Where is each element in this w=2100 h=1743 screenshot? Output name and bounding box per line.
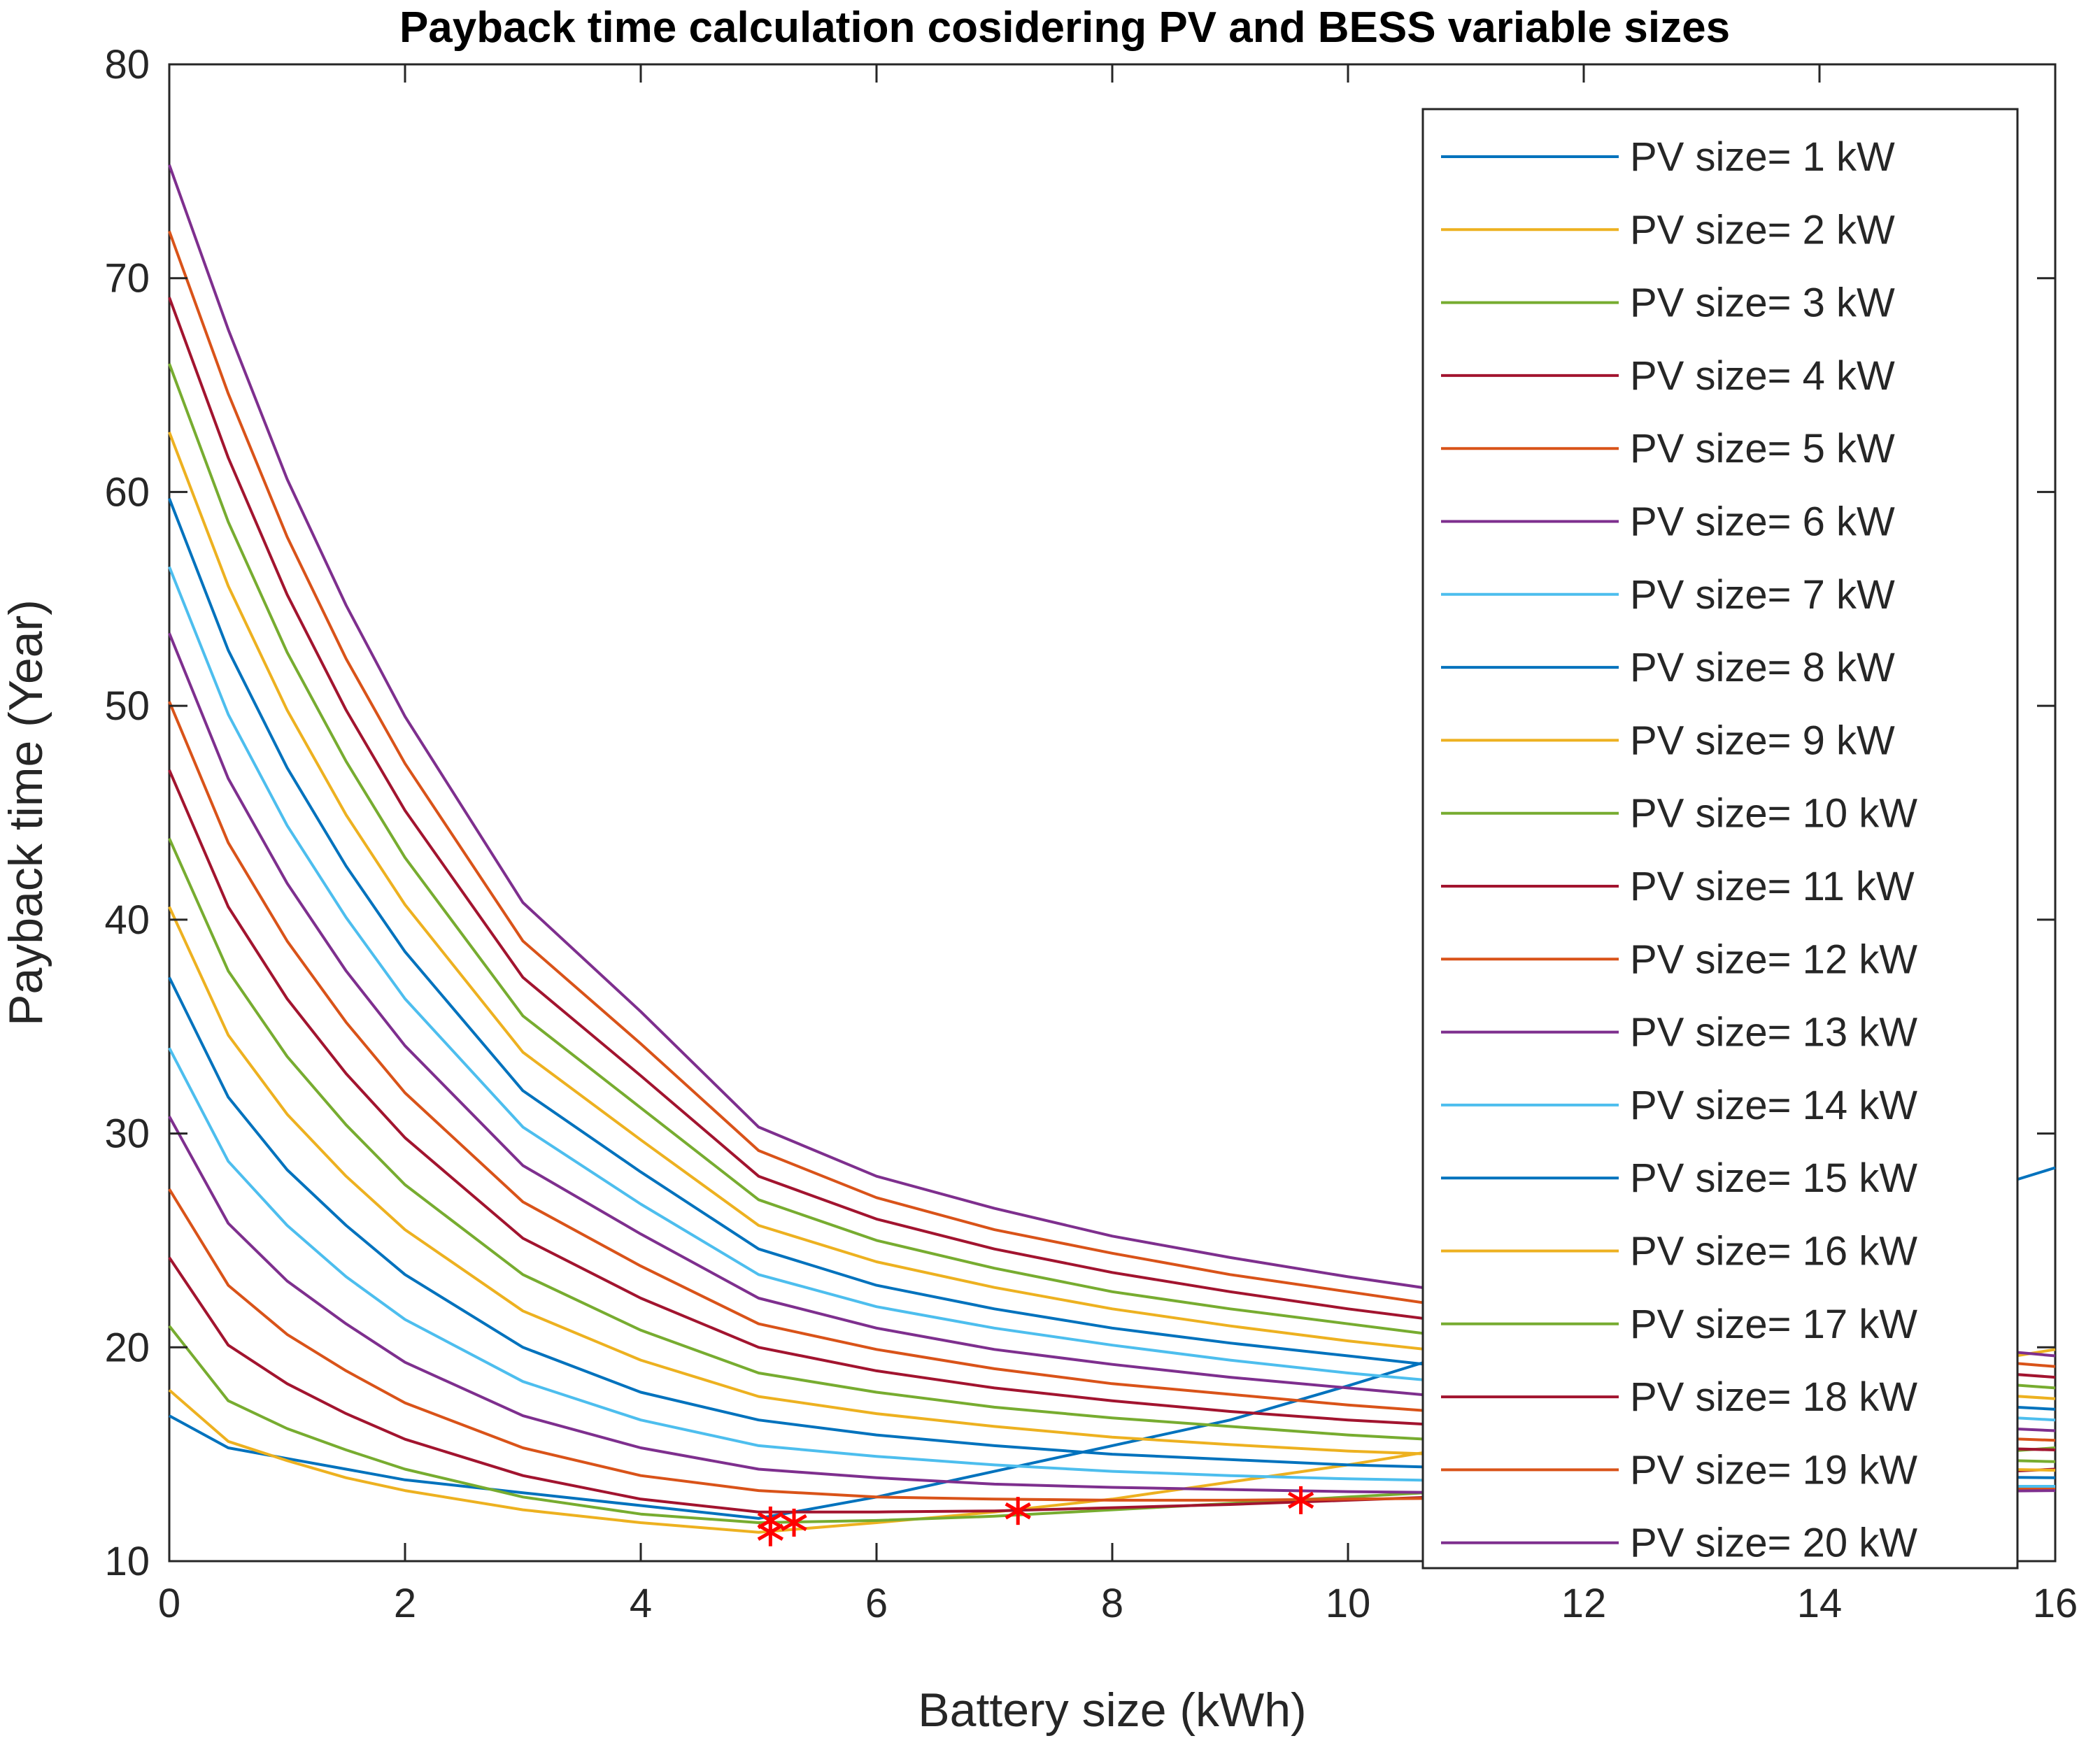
legend-label-8: PV size= 8 kW	[1630, 645, 1895, 690]
legend-label-7: PV size= 7 kW	[1630, 572, 1895, 618]
y-axis-label: Payback time (Year)	[0, 599, 52, 1026]
optimum-marker-5	[1287, 1486, 1314, 1514]
legend-label-16: PV size= 16 kW	[1630, 1229, 1917, 1274]
legend-box	[1421, 108, 2019, 1570]
legend-label-20: PV size= 20 kW	[1630, 1521, 1917, 1566]
x-tick-label: 0	[158, 1581, 180, 1626]
x-tick-label: 16	[2033, 1581, 2078, 1626]
chart-title: Payback time calculation cosidering PV a…	[399, 3, 1730, 52]
y-tick-label: 20	[104, 1325, 150, 1370]
optimum-marker-2	[757, 1506, 783, 1535]
legend-label-10: PV size= 10 kW	[1630, 791, 1917, 837]
legend-label-15: PV size= 15 kW	[1630, 1155, 1917, 1201]
axes: 0 2 4 6 8 10 12 14 16 10 20 30 40 50 60 70 80	[104, 42, 2078, 1626]
y-tick-label: 30	[104, 1111, 150, 1157]
legend-label-2: PV size= 2 kW	[1630, 207, 1895, 252]
legend-label-12: PV size= 12 kW	[1630, 937, 1917, 982]
x-tick-label: 14	[1797, 1581, 1843, 1626]
legend-label-17: PV size= 17 kW	[1630, 1302, 1917, 1347]
x-tick-label: 4	[630, 1581, 652, 1626]
legend-label-6: PV size= 6 kW	[1630, 499, 1895, 545]
legend-label-18: PV size= 18 kW	[1630, 1374, 1917, 1420]
y-tick-label: 10	[104, 1539, 150, 1584]
x-tick-label: 12	[1561, 1581, 1607, 1626]
x-axis-label: Battery size (kWh)	[918, 1684, 1306, 1737]
y-tick-label: 80	[104, 42, 150, 87]
x-tick-label: 10	[1326, 1581, 1371, 1626]
legend-label-1: PV size= 1 kW	[1630, 134, 1895, 180]
legend-label-19: PV size= 19 kW	[1630, 1447, 1917, 1493]
legend-label-3: PV size= 3 kW	[1630, 280, 1895, 326]
optimum-markers	[757, 1486, 1314, 1546]
x-tick-label: 6	[865, 1581, 888, 1626]
legend-label-11: PV size= 11 kW	[1630, 864, 1915, 909]
legend-label-14: PV size= 14 kW	[1630, 1083, 1917, 1128]
optimum-marker-3	[781, 1508, 807, 1537]
y-tick-label: 60	[104, 469, 150, 515]
y-tick-label: 50	[104, 683, 150, 729]
legend: PV size= 1 kW PV size= 2 kW PV size= 3 kW P…	[1421, 108, 2019, 1570]
y-tick-label: 40	[104, 897, 150, 943]
legend-label-9: PV size= 9 kW	[1630, 718, 1895, 763]
x-tick-label: 8	[1101, 1581, 1123, 1626]
legend-label-4: PV size= 4 kW	[1630, 353, 1895, 399]
legend-label-13: PV size= 13 kW	[1630, 1010, 1917, 1055]
x-tick-label: 2	[394, 1581, 416, 1626]
legend-label-5: PV size= 5 kW	[1630, 426, 1895, 471]
optimum-marker-4	[1005, 1497, 1031, 1525]
y-tick-label: 70	[104, 256, 150, 301]
